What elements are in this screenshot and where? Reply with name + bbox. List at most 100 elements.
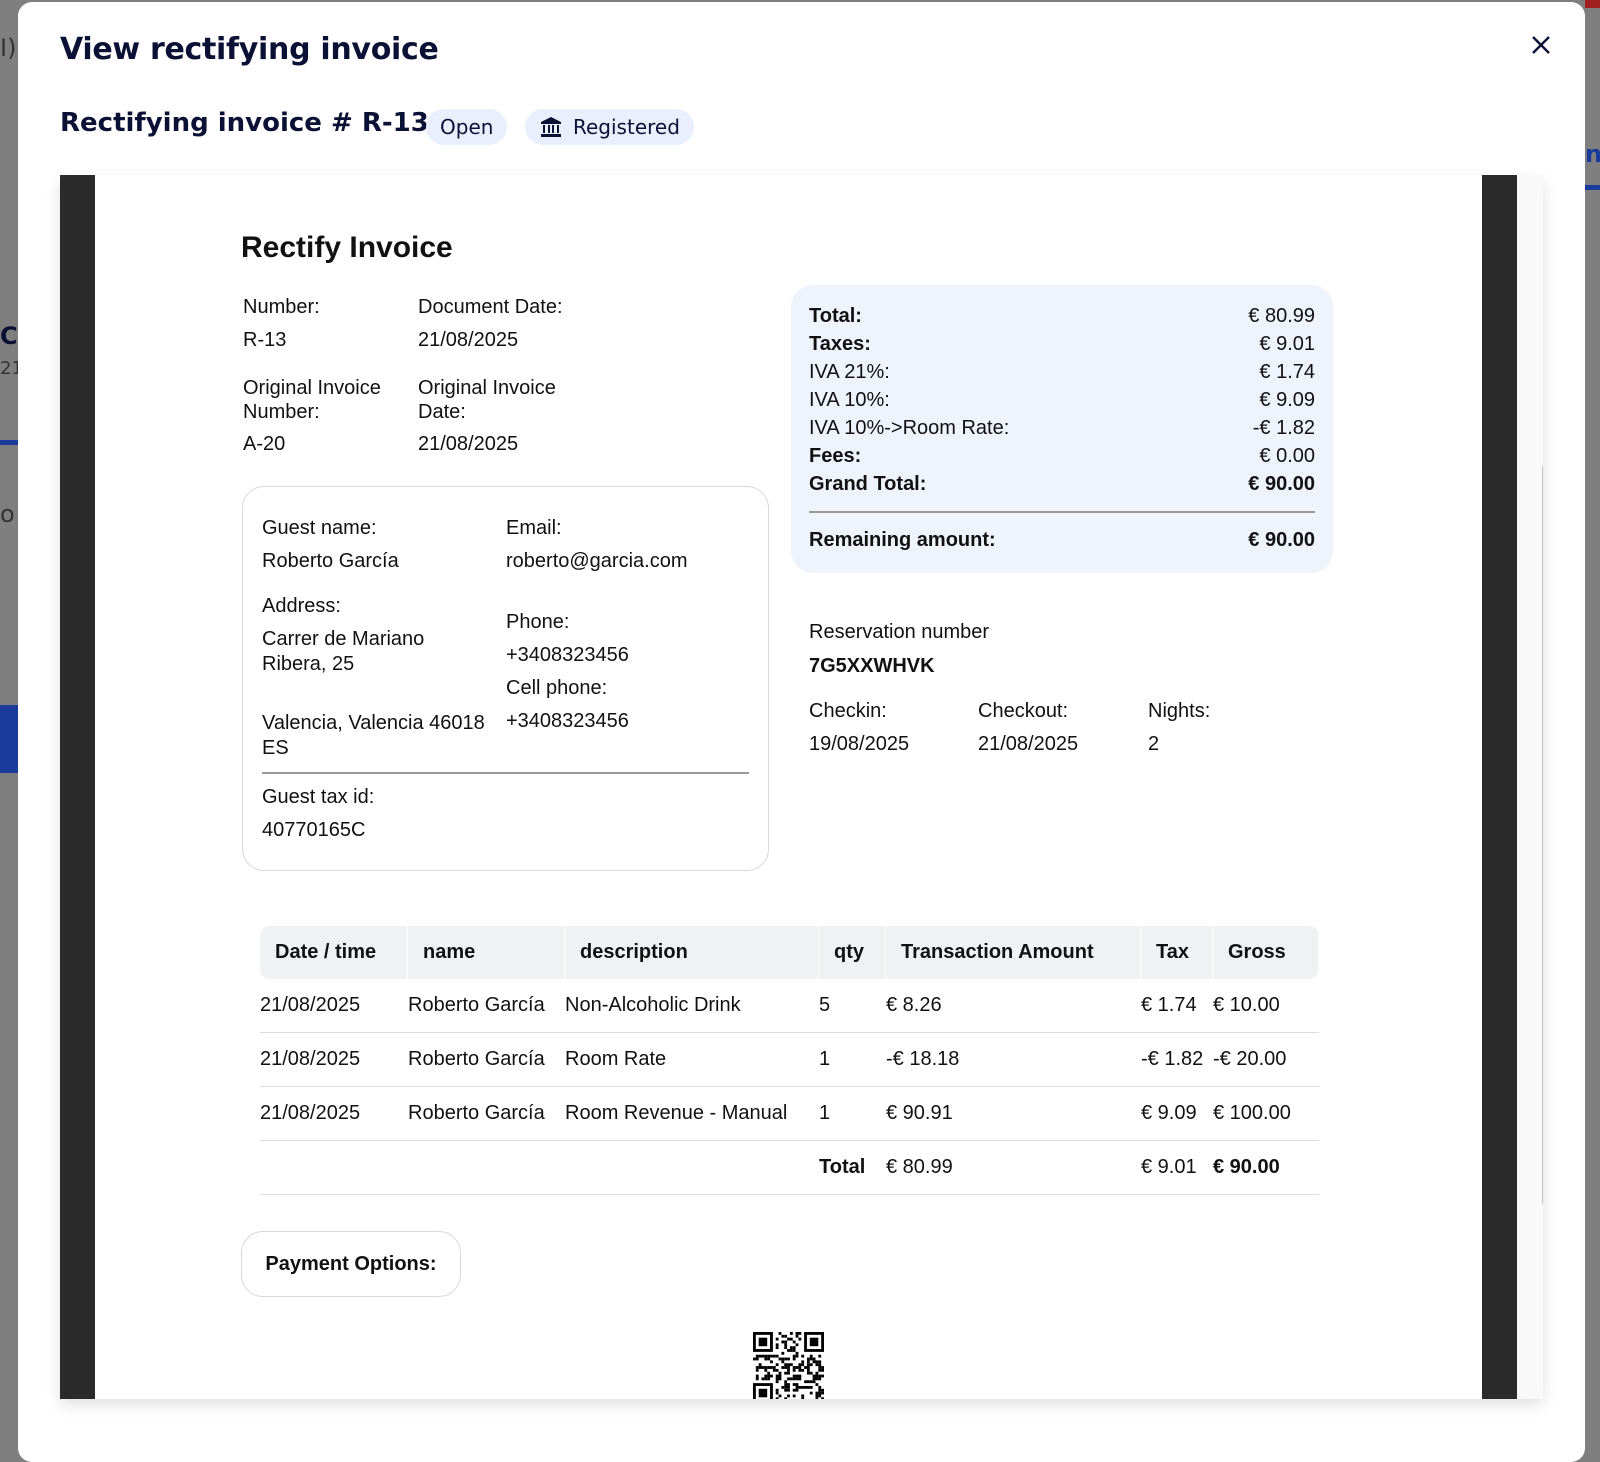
payment-options-label: Payment Options: bbox=[265, 1252, 437, 1275]
total-amount: € 80.99 bbox=[886, 1156, 953, 1178]
invoice-number-heading: Rectifying invoice # R-13 bbox=[60, 108, 429, 138]
table-cell: € 90.91 bbox=[886, 1102, 953, 1124]
number-value: R-13 bbox=[243, 329, 287, 351]
viewer-margin bbox=[1482, 175, 1517, 1399]
background-fragment: o bbox=[0, 500, 15, 528]
table-cell: -€ 20.00 bbox=[1213, 1048, 1287, 1070]
orig-number-label: Number: bbox=[243, 401, 320, 423]
summary-row: IVA 10%->Room Rate: -€ 1.82 bbox=[809, 417, 1315, 440]
transactions-table: Date / time name description qty Transaction… bbox=[260, 926, 1319, 1195]
summary-row: IVA 21%: € 1.74 bbox=[809, 361, 1315, 384]
orig-date-label: Date: bbox=[418, 401, 466, 423]
divider bbox=[809, 511, 1315, 513]
summary-value: € 9.01 bbox=[1259, 333, 1315, 355]
orig-number-label: Original Invoice bbox=[243, 377, 381, 399]
summary-value: -€ 1.82 bbox=[1252, 417, 1315, 439]
tax-id-label: Guest tax id: bbox=[262, 786, 375, 808]
scrollbar-thumb[interactable] bbox=[1542, 462, 1543, 1208]
modal-title: View rectifying invoice bbox=[60, 32, 439, 67]
phone-label: Phone: bbox=[506, 611, 570, 633]
total-tax: € 9.01 bbox=[1141, 1156, 1197, 1178]
total-gross: € 90.00 bbox=[1213, 1156, 1280, 1178]
table-cell: € 10.00 bbox=[1213, 994, 1280, 1016]
address-line: ES bbox=[262, 737, 289, 759]
address-label: Address: bbox=[262, 595, 341, 617]
column-header: Transaction Amount bbox=[886, 926, 1141, 979]
guest-info-box: Guest name: Roberto García Email: robert… bbox=[242, 486, 769, 871]
remaining-label: Remaining amount: bbox=[809, 529, 996, 551]
background-fragment: nt bbox=[1585, 140, 1600, 168]
registered-badge-label: Registered bbox=[573, 115, 680, 139]
summary-value: € 9.09 bbox=[1259, 389, 1315, 411]
invoice-page: Rectify Invoice Number: R-13 Document Da… bbox=[95, 175, 1482, 1399]
table-header: Date / time name description qty Transaction… bbox=[260, 926, 1319, 979]
totals-summary: Total: € 80.99 Taxes: € 9.01 IVA 21%: € 1.74 I… bbox=[791, 285, 1333, 573]
table-row: 21/08/2025 Roberto García Room Rate 1 -€ 18.… bbox=[260, 1033, 1319, 1087]
remaining-value: € 90.00 bbox=[1248, 529, 1315, 551]
close-icon[interactable] bbox=[1526, 30, 1556, 60]
orig-date-value: 21/08/2025 bbox=[418, 433, 519, 455]
background-fragment: I) bbox=[0, 34, 17, 62]
table-cell: Roberto García bbox=[408, 1102, 545, 1124]
table-cell: 5 bbox=[819, 994, 831, 1016]
table-total-row: Total € 80.99 € 9.01 € 90.00 bbox=[260, 1141, 1319, 1195]
qr-code bbox=[753, 1332, 824, 1399]
summary-label: Taxes: bbox=[809, 333, 871, 355]
background-bar bbox=[1585, 0, 1600, 8]
guest-name-label: Guest name: bbox=[262, 517, 377, 539]
summary-row: IVA 10%: € 9.09 bbox=[809, 389, 1315, 412]
tax-id-value: 40770165C bbox=[262, 819, 366, 841]
bank-icon bbox=[541, 117, 561, 137]
orig-number-value: A-20 bbox=[243, 433, 286, 455]
viewer-margin bbox=[60, 175, 95, 1399]
address-line: Ribera, 25 bbox=[262, 653, 355, 675]
status-badge: Open bbox=[426, 109, 508, 145]
view-rectifying-invoice-modal: View rectifying invoice Rectifying invoi… bbox=[18, 2, 1585, 1462]
table-cell: Non-Alcoholic Drink bbox=[565, 994, 741, 1016]
checkin-value: 19/08/2025 bbox=[809, 733, 910, 755]
invoice-preview[interactable]: Rectify Invoice Number: R-13 Document Da… bbox=[60, 175, 1543, 1399]
table-cell: Roberto García bbox=[408, 1048, 545, 1070]
background-tab-indicator bbox=[0, 440, 18, 445]
address-line: Valencia, Valencia 46018 bbox=[262, 712, 485, 734]
background-fragment: C bbox=[0, 322, 18, 350]
cell-value: +3408323456 bbox=[506, 710, 629, 732]
summary-label: Total: bbox=[809, 305, 862, 327]
summary-row: Fees: € 0.00 bbox=[809, 445, 1315, 468]
checkout-value: 21/08/2025 bbox=[978, 733, 1079, 755]
summary-label: IVA 10%: bbox=[809, 389, 890, 411]
summary-label: Grand Total: bbox=[809, 473, 927, 495]
table-cell: € 1.74 bbox=[1141, 994, 1197, 1016]
doc-date-label: Document Date: bbox=[418, 296, 563, 318]
nights-value: 2 bbox=[1148, 733, 1160, 755]
nights-label: Nights: bbox=[1148, 700, 1211, 722]
number-label: Number: bbox=[243, 296, 320, 318]
orig-date-label: Original Invoice bbox=[418, 377, 556, 399]
email-value: roberto@garcia.com bbox=[506, 550, 688, 572]
payment-options-box: Payment Options: bbox=[241, 1231, 461, 1297]
background-button bbox=[0, 705, 18, 773]
divider bbox=[262, 772, 749, 774]
column-header: Tax bbox=[1141, 926, 1213, 979]
table-cell: Room Revenue - Manual bbox=[565, 1102, 788, 1124]
column-header: qty bbox=[819, 926, 886, 979]
background-tab-indicator bbox=[1585, 185, 1600, 190]
table-cell: € 100.00 bbox=[1213, 1102, 1291, 1124]
column-header: description bbox=[565, 926, 819, 979]
column-header: name bbox=[408, 926, 565, 979]
table-cell: 21/08/2025 bbox=[260, 1102, 361, 1124]
summary-label: Fees: bbox=[809, 445, 862, 467]
reservation-number: 7G5XXWHVK bbox=[809, 655, 935, 677]
summary-row: Total: € 80.99 bbox=[809, 305, 1315, 328]
table-cell: € 8.26 bbox=[886, 994, 942, 1016]
summary-value: € 0.00 bbox=[1259, 445, 1315, 467]
table-cell: -€ 18.18 bbox=[886, 1048, 960, 1070]
status-badge-label: Open bbox=[440, 115, 494, 139]
summary-label: IVA 21%: bbox=[809, 361, 890, 383]
document-heading: Rectify Invoice bbox=[241, 231, 453, 264]
table-cell: € 9.09 bbox=[1141, 1102, 1197, 1124]
address-line: Carrer de Mariano bbox=[262, 628, 425, 650]
summary-label: IVA 10%->Room Rate: bbox=[809, 417, 1010, 439]
background-fragment: 21 bbox=[0, 358, 23, 379]
total-label: Total bbox=[819, 1156, 866, 1178]
